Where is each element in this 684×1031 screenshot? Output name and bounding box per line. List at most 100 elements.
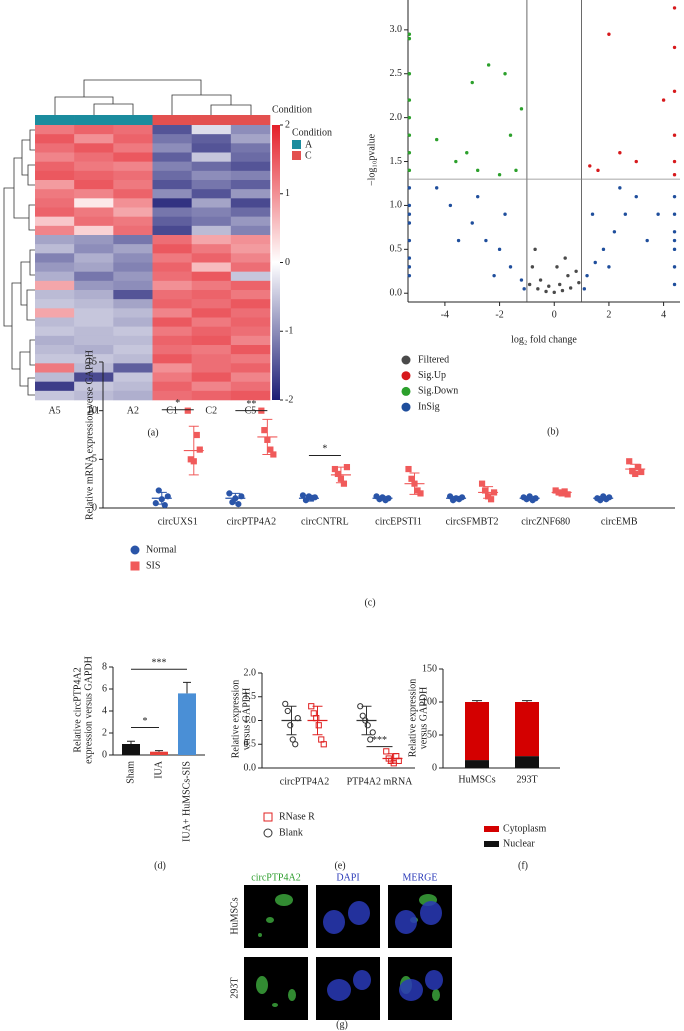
- heat-cell: [113, 180, 153, 190]
- point: [369, 729, 376, 736]
- heat-cell: [35, 125, 75, 135]
- x-tick-label: 4: [661, 309, 666, 320]
- heat-cell: [230, 363, 271, 373]
- legend-label: Filtered: [418, 354, 449, 365]
- y-axis-label: versus GAPDH: [241, 688, 252, 751]
- panel-label: (b): [547, 426, 559, 437]
- panel-label: (f): [518, 860, 528, 871]
- error-bar: [335, 466, 346, 484]
- heat-cell: [113, 308, 153, 318]
- point: [486, 63, 491, 67]
- error-bar: [303, 494, 314, 502]
- legend-label: C: [305, 150, 312, 161]
- error-bar: [472, 700, 482, 702]
- y-axis-label: Relative mRNA expression verse GAPDH: [84, 350, 95, 520]
- heat-cell: [191, 225, 232, 236]
- point: [282, 700, 289, 707]
- heat-cell: [35, 225, 75, 236]
- heat-cell: [191, 317, 232, 327]
- heat-cell: [152, 308, 192, 318]
- heat-cell: [152, 198, 192, 208]
- condition-cell: [191, 115, 232, 125]
- heat-cell: [74, 280, 114, 291]
- heat-cell: [74, 198, 114, 208]
- y-axis-label: −log₁₀pvalue: [366, 133, 377, 186]
- heat-cell: [152, 345, 192, 355]
- heat-cell: [74, 290, 114, 300]
- point: [476, 168, 480, 173]
- heat-cell: [74, 345, 114, 355]
- heat-cell: [152, 134, 192, 144]
- point: [519, 107, 524, 111]
- heat-cell: [191, 170, 232, 181]
- colorbar-tick-label: 0: [285, 257, 290, 268]
- y-tick-label: 2: [102, 727, 107, 738]
- heat-cell: [191, 299, 232, 309]
- heat-cell: [113, 189, 153, 199]
- point: [320, 741, 327, 748]
- point: [417, 490, 424, 497]
- point: [672, 282, 677, 287]
- point: [470, 221, 474, 225]
- point: [367, 736, 374, 743]
- legend-marker: [263, 812, 273, 822]
- significance-label: *: [175, 398, 180, 409]
- point: [407, 151, 412, 155]
- heat-cell: [113, 345, 153, 355]
- significance-label: **: [246, 399, 256, 410]
- heat-cell: [191, 372, 232, 382]
- legend-label: Blank: [279, 827, 303, 838]
- heat-cell: [35, 326, 75, 337]
- point: [292, 741, 299, 748]
- y-tick-label: 15: [87, 356, 97, 367]
- heat-cell: [74, 317, 114, 327]
- point: [193, 431, 200, 439]
- point: [645, 238, 649, 243]
- legend-marker: [130, 561, 140, 571]
- heat-cell: [191, 152, 232, 162]
- heat-cell: [152, 216, 192, 227]
- heat-cell: [230, 152, 271, 162]
- point: [407, 221, 412, 225]
- heat-cell: [35, 335, 75, 346]
- point: [407, 256, 412, 260]
- point: [448, 203, 453, 208]
- point: [672, 45, 677, 50]
- heat-cell: [230, 244, 271, 254]
- y-tick-label: 0.5: [390, 244, 403, 255]
- bar-segment: [465, 702, 489, 761]
- x-tick-label: circCNTRL: [301, 516, 349, 527]
- heat-cell: [35, 244, 75, 254]
- point: [407, 36, 412, 41]
- column-label: A1: [88, 405, 100, 416]
- heat-cell: [152, 326, 192, 337]
- point: [588, 164, 592, 168]
- heat-cell: [74, 244, 114, 254]
- bar: [178, 693, 196, 755]
- point: [497, 173, 502, 177]
- heat-cell: [74, 372, 114, 382]
- point: [558, 282, 562, 287]
- x-tick-label: PTP4A2 mRNA: [347, 776, 414, 787]
- heat-cell: [35, 198, 75, 208]
- heat-cell: [230, 125, 271, 135]
- panel-label: (a): [147, 427, 158, 438]
- x-tick-label: 293T: [516, 774, 537, 785]
- heat-cell: [191, 335, 232, 346]
- point: [590, 212, 595, 216]
- heat-cell: [113, 125, 153, 135]
- heat-cell: [152, 152, 192, 162]
- point: [612, 230, 617, 234]
- point: [458, 494, 466, 501]
- heat-cell: [152, 363, 192, 373]
- point: [484, 238, 488, 243]
- point: [435, 186, 439, 190]
- heat-cell: [113, 143, 153, 153]
- y-tick-label: 1.5: [244, 691, 257, 702]
- heat-cell: [230, 262, 271, 272]
- y-tick-label: 0: [102, 749, 107, 760]
- heat-cell: [191, 253, 232, 263]
- heat-cell: [152, 143, 192, 153]
- x-tick-label: -2: [495, 309, 503, 320]
- heat-cell: [230, 216, 271, 227]
